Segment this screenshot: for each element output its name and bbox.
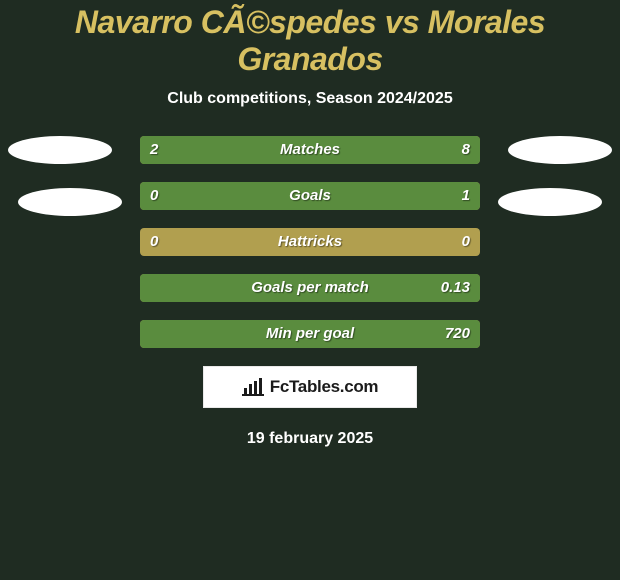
footer-date: 19 february 2025 [0, 430, 620, 448]
stat-label: Min per goal [140, 320, 480, 348]
stat-label: Hattricks [140, 228, 480, 256]
comparison-subtitle: Club competitions, Season 2024/2025 [0, 90, 620, 108]
player-left-avatar-placeholder [8, 136, 112, 164]
player-right-club-placeholder [498, 188, 602, 216]
brand-text: FcTables.com [270, 377, 379, 397]
comparison-title: Navarro CÃ©spedes vs Morales Granados [0, 0, 620, 78]
bar-chart-icon [242, 378, 264, 396]
stat-label: Matches [140, 136, 480, 164]
player-right-avatar-placeholder [508, 136, 612, 164]
stat-row: 28Matches [140, 136, 480, 164]
player-left-club-placeholder [18, 188, 122, 216]
stat-rows: 28Matches 01Goals 00Hattricks 0.13Goals per… [140, 136, 480, 348]
stats-area: 28Matches 01Goals 00Hattricks 0.13Goals per… [0, 136, 620, 348]
stat-row: 720Min per goal [140, 320, 480, 348]
stat-row: 00Hattricks [140, 228, 480, 256]
brand-box[interactable]: FcTables.com [203, 366, 417, 408]
stat-row: 01Goals [140, 182, 480, 210]
stat-label: Goals [140, 182, 480, 210]
stat-label: Goals per match [140, 274, 480, 302]
stat-row: 0.13Goals per match [140, 274, 480, 302]
